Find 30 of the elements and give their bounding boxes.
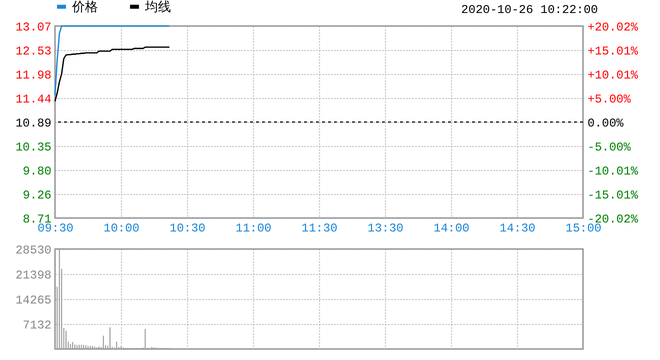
x-tick-label: 11:30 [301, 222, 338, 236]
x-tick-label: 14:30 [499, 222, 536, 236]
y2-tick-label: +20.02% [588, 20, 639, 34]
y-tick-label: 7132 [22, 318, 52, 332]
text: 2020-10-26 10:22:00 [461, 3, 598, 17]
y-tick-label: 10.35 [15, 140, 52, 154]
y2-tick-label: +5.00% [588, 92, 632, 107]
y-tick-label: 28530 [15, 244, 52, 258]
y-tick-label: 14265 [15, 294, 52, 308]
y2-tick-label: 0.00% [588, 116, 624, 130]
y2-tick-label: +15.01% [588, 44, 639, 59]
y2-tick-label: -10.01% [588, 164, 639, 178]
y-tick-label: 21398 [15, 268, 52, 282]
x-tick-label: 10:00 [103, 222, 140, 236]
x-tick-label: 13:30 [367, 222, 404, 236]
legend-label: 价格 [71, 0, 98, 15]
y-tick-label: 11.98 [15, 68, 52, 82]
x-tick-label: 11:00 [235, 222, 272, 236]
x-tick-label: 14:00 [433, 222, 470, 236]
y2-tick-label: -5.00% [588, 140, 632, 154]
y2-tick-label: -15.01% [588, 188, 639, 202]
y-tick-label: 9.26 [22, 188, 52, 202]
y-tick-label: 11.44 [15, 92, 52, 106]
x-tick-label: 10:30 [169, 222, 206, 236]
y-tick-label: 12.53 [15, 44, 52, 58]
y-tick-label: 9.80 [22, 164, 52, 178]
legend-label: 均线 [144, 0, 171, 15]
y-tick-label: 10.89 [15, 116, 52, 130]
y-tick-label: 13.07 [15, 20, 52, 34]
y2-tick-label: +10.01% [588, 68, 639, 82]
